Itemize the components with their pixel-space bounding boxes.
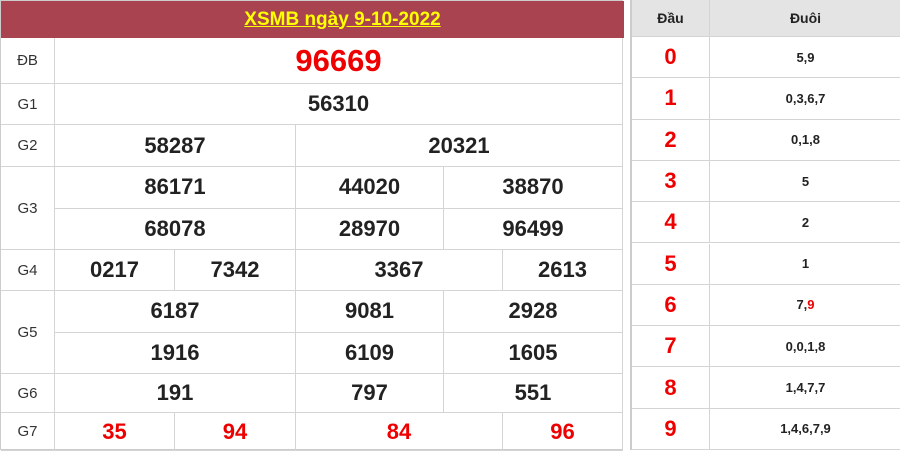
prize-number-g5: 9081 [296,291,444,333]
loto-table: Đầu Đuôi 0 5,9 1 0,3,6,7 2 0,1,8 3 5 4 2 5 1 6 7, 9 7 0,0,… [630,0,900,450]
prize-number-db: 96669 [55,38,623,84]
loto-head: 2 [632,119,710,161]
prize-label-g7: G7 [1,413,55,451]
tail-column-header: Đuôi [710,0,900,37]
prize-number-g5: 2928 [444,291,623,333]
loto-tail: 0,0,1,8 [710,326,900,368]
prize-number-g5: 1916 [55,332,296,374]
loto-tail: 5,9 [710,37,900,79]
prize-number-g3: 96499 [444,208,623,250]
prize-number-g1: 56310 [55,84,623,125]
loto-head: 5 [632,243,710,285]
loto-head: 1 [632,78,710,120]
loto-head: 0 [632,37,710,79]
loto-tail: 0,1,8 [710,120,900,161]
prize-number-g4: 3367 [296,250,503,291]
loto-tail-text: 7, [796,297,808,313]
prize-number-g3: 38870 [444,167,623,209]
prize-number-g3: 44020 [296,167,444,209]
prize-number-g7: 94 [175,413,296,451]
loto-tail: 7, 9 [710,285,900,327]
prize-number-g3: 28970 [296,208,444,250]
prize-label-g1: G1 [1,84,55,125]
loto-head: 6 [632,284,710,327]
loto-head: 4 [632,202,710,244]
prize-number-g5: 6187 [55,291,296,333]
results-header: XSMB ngày 9-10-2022 [1,1,624,38]
prize-number-g2: 58287 [55,125,296,167]
prize-number-g4: 2613 [503,250,623,291]
prize-number-g6: 797 [296,374,444,413]
prize-number-g7: 84 [296,413,503,451]
prize-number-g6: 551 [444,374,623,413]
loto-tail: 1,4,6,7,9 [710,409,900,450]
prize-number-g7: 96 [503,413,623,451]
prize-number-g6: 191 [55,374,296,413]
head-column-header: Đầu [632,0,710,37]
prize-number-g5: 1605 [444,332,623,374]
loto-tail: 2 [710,202,900,244]
prize-label-g2: G2 [1,125,55,167]
loto-tail: 0,3,6,7 [710,78,900,120]
prize-label-g5: G5 [1,291,55,374]
prize-label-g4: G4 [1,250,55,291]
prize-number-g4: 0217 [55,250,175,291]
prize-number-g3: 68078 [55,208,296,250]
prize-label-db: ĐB [1,38,55,84]
prize-label-g6: G6 [1,374,55,413]
prize-label-g3: G3 [1,167,55,250]
prize-number-g4: 7342 [175,250,296,291]
loto-tail: 5 [710,161,900,203]
loto-tail: 1,4,7,7 [710,367,900,409]
loto-tail: 1 [710,244,900,285]
loto-head: 8 [632,367,710,409]
prize-number-g3: 86171 [55,167,296,209]
results-title[interactable]: XSMB ngày 9-10-2022 [244,8,441,30]
results-table: XSMB ngày 9-10-2022 ĐB 96669 G1 56310 G2 5828… [0,0,624,451]
loto-head: 7 [632,326,710,368]
prize-number-g2: 20321 [296,125,623,167]
prize-number-g5: 6109 [296,332,444,374]
loto-tail-highlight: 9 [807,297,815,313]
loto-head: 9 [632,408,710,450]
prize-number-g7: 35 [55,413,175,451]
loto-head: 3 [632,160,710,203]
